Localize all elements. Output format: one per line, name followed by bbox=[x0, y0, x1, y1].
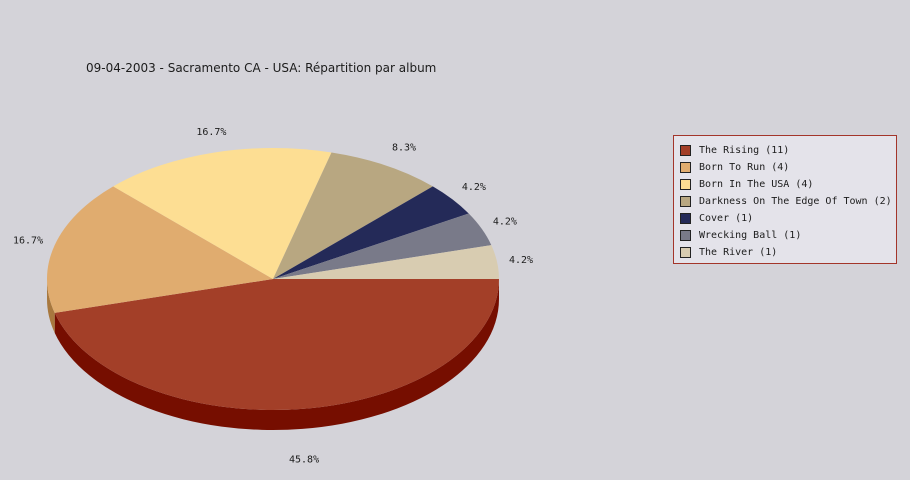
pie-slice-wrecking-ball bbox=[273, 213, 492, 279]
pie-side-the-rising bbox=[54, 279, 499, 431]
slice-percent-label: 45.8% bbox=[289, 455, 319, 466]
legend-label: Born In The USA (4) bbox=[699, 179, 814, 190]
legend-item: Wrecking Ball (1) bbox=[680, 227, 896, 244]
pie-slice-darkness-on-the-edge-of-town bbox=[273, 152, 433, 279]
pie-slice-the-river bbox=[273, 245, 499, 279]
legend-label: Cover (1) bbox=[699, 213, 754, 224]
legend-label: Wrecking Ball (1) bbox=[699, 230, 802, 241]
pie-slice-the-rising bbox=[54, 279, 499, 411]
legend-item: Born To Run (4) bbox=[680, 159, 896, 176]
pie-slice-cover bbox=[273, 186, 469, 279]
legend-item: Cover (1) bbox=[680, 210, 896, 227]
legend-label: The River (1) bbox=[699, 247, 778, 258]
pie-side-born-to-run bbox=[47, 279, 55, 333]
legend-swatch bbox=[680, 247, 691, 258]
legend: The Rising (11) Born To Run (4) Born In Th… bbox=[673, 135, 897, 264]
legend-label: Born To Run (4) bbox=[699, 162, 790, 173]
chart-title: 09-04-2003 - Sacramento CA - USA: Répart… bbox=[86, 61, 437, 75]
legend-label: The Rising (11) bbox=[699, 145, 790, 156]
slice-percent-label: 16.7% bbox=[196, 127, 226, 138]
legend-swatch bbox=[680, 230, 691, 241]
slice-percent-label: 4.2% bbox=[493, 216, 517, 227]
legend-swatch bbox=[680, 196, 691, 207]
legend-label: Darkness On The Edge Of Town (2) bbox=[699, 196, 892, 207]
slice-percent-label: 4.2% bbox=[462, 182, 486, 193]
slice-percent-label: 4.2% bbox=[509, 255, 533, 266]
legend-swatch bbox=[680, 213, 691, 224]
legend-swatch bbox=[680, 179, 691, 190]
legend-swatch bbox=[680, 145, 691, 156]
legend-item: The Rising (11) bbox=[680, 142, 896, 159]
slice-percent-label: 8.3% bbox=[392, 143, 416, 154]
legend-item: Darkness On The Edge Of Town (2) bbox=[680, 193, 896, 210]
legend-swatch bbox=[680, 162, 691, 173]
legend-item: Born In The USA (4) bbox=[680, 176, 896, 193]
legend-item: The River (1) bbox=[680, 244, 896, 261]
slice-percent-label: 16.7% bbox=[13, 235, 43, 246]
pie-slice-born-in-the-usa bbox=[113, 147, 332, 279]
pie-slice-born-to-run bbox=[46, 186, 273, 313]
